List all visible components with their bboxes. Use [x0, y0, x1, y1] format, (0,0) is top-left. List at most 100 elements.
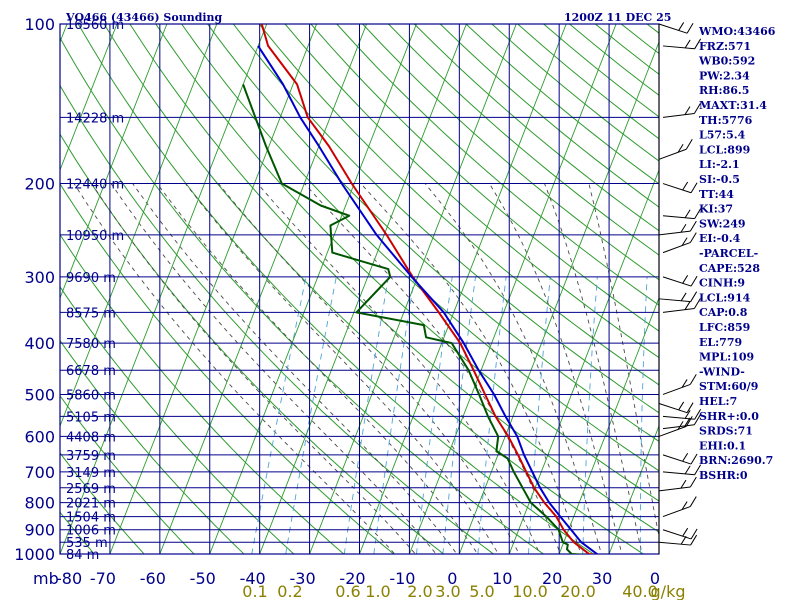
- moist-adiabat: [544, 183, 643, 554]
- index-value: -PARCEL-: [699, 247, 758, 260]
- wind-barb: [658, 534, 698, 546]
- wind-barb-staff: [662, 308, 695, 313]
- isotherm: [359, 24, 567, 554]
- dry-adiabat: [60, 233, 345, 554]
- mixing-ratio-line: [416, 276, 453, 554]
- dry-adiabat: [232, 24, 659, 414]
- wind-barb: [658, 220, 697, 236]
- wind-barb: [658, 291, 698, 303]
- wind-barb-flag: [678, 401, 685, 411]
- wind-barb-flag: [686, 22, 694, 34]
- wind-barb: [662, 527, 698, 540]
- chart-title: VQ466 (43466) Sounding: [65, 11, 223, 24]
- height-label: 14228 m: [66, 111, 124, 126]
- index-value: LCL:899: [699, 143, 750, 156]
- wind-barb-staff: [658, 403, 688, 414]
- height-label: 1006 m: [66, 524, 116, 539]
- dry-adiabat: [336, 24, 659, 306]
- pressure-tick-label: 400: [24, 334, 55, 353]
- temperature-tick-label: 20: [542, 569, 562, 588]
- dry-adiabat: [284, 24, 659, 359]
- wind-barb-flag: [690, 275, 698, 287]
- wind-barb-flag: [677, 144, 684, 153]
- dry-adiabat: [388, 24, 659, 256]
- moist-adiabat: [132, 183, 458, 554]
- wind-barb-flag: [684, 39, 691, 49]
- mixing-ratio-label: 10.0: [512, 582, 548, 600]
- wind-barbs: [658, 22, 702, 554]
- mixing-ratio-label: 20.0: [560, 582, 596, 600]
- wind-barb-flag: [694, 208, 702, 219]
- isotherm: [60, 24, 268, 554]
- wind-barb-staff: [662, 383, 691, 395]
- wind-barb-staff: [662, 215, 695, 220]
- height-label: 1504 m: [66, 511, 116, 526]
- pressure-tick-label: 800: [24, 494, 55, 513]
- pressure-temperature-grid: [59, 23, 660, 555]
- moist-adiabat: [110, 183, 437, 554]
- wind-barb: [662, 103, 701, 118]
- height-label: 3759 m: [66, 449, 116, 464]
- pressure-tick-label: 300: [24, 268, 55, 287]
- moist-adiabat: [424, 183, 602, 554]
- wind-barb-flag: [690, 291, 698, 302]
- wind-barb-flag: [690, 528, 698, 540]
- height-label: 9690 m: [66, 271, 116, 286]
- dry-adiabat: [181, 24, 659, 472]
- index-value: TT:44: [699, 188, 734, 201]
- background-lines: [60, 24, 659, 554]
- wind-barb: [658, 401, 694, 414]
- wind-barb: [662, 298, 701, 313]
- wind-barb-flag: [680, 223, 687, 233]
- mixing-ratio-line: [285, 276, 337, 554]
- wind-barb: [662, 496, 697, 518]
- index-value: SW:249: [699, 217, 746, 230]
- wind-barb-staff: [662, 454, 692, 465]
- wind-barb-flag: [689, 232, 697, 243]
- height-label: 84 m: [66, 548, 99, 563]
- sounding-traces: [242, 24, 599, 554]
- wind-barb-staff: [658, 425, 687, 437]
- height-label: 8575 m: [66, 306, 116, 321]
- pressure-tick-label: 1000: [14, 545, 55, 564]
- wind-barb: [662, 275, 698, 287]
- dry-adiabat: [60, 84, 495, 554]
- index-value: LCL:914: [699, 291, 751, 304]
- index-value: STM:60/9: [699, 380, 758, 393]
- temperature-tick-label: 10: [492, 569, 512, 588]
- mixing-ratio-label: 0.1: [242, 582, 267, 600]
- wind-barb: [658, 416, 693, 437]
- mixing-ratio-line: [582, 276, 598, 554]
- wind-barb: [662, 414, 701, 430]
- index-value: MAXT:31.4: [699, 99, 767, 112]
- wind-barb-flag: [682, 275, 689, 284]
- wind-barb-flag: [682, 181, 689, 191]
- temperature-tick-label: -40: [240, 569, 266, 588]
- dry-adiabat: [60, 182, 395, 554]
- wind-barb-flag: [693, 414, 701, 426]
- isotherm: [508, 168, 659, 554]
- mixing-ratio-line: [477, 276, 507, 554]
- wind-barb: [662, 38, 702, 50]
- temperature-tick-label: -80: [56, 569, 82, 588]
- wind-barb-flag: [693, 298, 701, 309]
- wind-barb-flag: [689, 496, 697, 507]
- height-label: 7580 m: [66, 337, 116, 352]
- height-label: 5105 m: [66, 410, 116, 425]
- isotherm: [60, 24, 218, 428]
- valid-time: 1200Z 11 DEC 25: [564, 11, 671, 24]
- wind-barb: [662, 208, 702, 220]
- wind-barb-flag: [685, 416, 693, 427]
- axis-unit-label: mb: [33, 569, 59, 588]
- pressure-tick-label: 700: [24, 463, 55, 482]
- dry-adiabat: [60, 339, 245, 554]
- moist-adiabat: [218, 183, 520, 554]
- wind-barb: [658, 139, 693, 160]
- wind-barb-staff: [662, 471, 695, 476]
- isotherm: [608, 424, 659, 554]
- mixing-ratio-label: 2.0: [407, 582, 432, 600]
- isotherm: [259, 24, 467, 554]
- wind-barb-staff: [658, 298, 691, 303]
- dry-adiabat: [60, 511, 95, 554]
